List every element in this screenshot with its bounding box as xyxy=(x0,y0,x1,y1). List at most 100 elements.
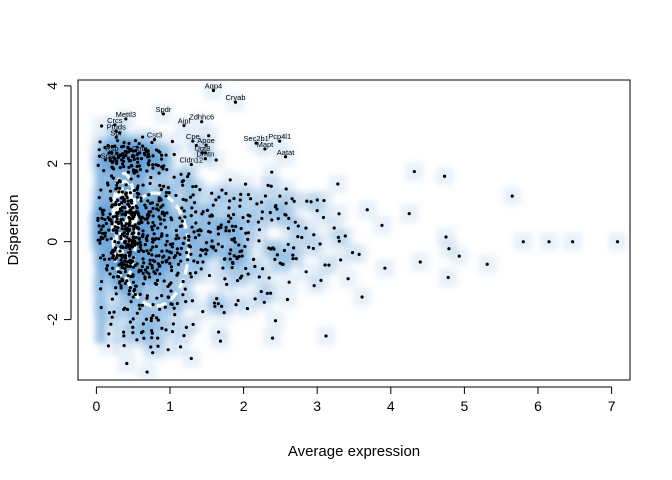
data-point xyxy=(118,186,122,190)
data-point xyxy=(127,141,131,146)
data-point xyxy=(128,320,133,324)
data-point xyxy=(159,157,164,161)
data-point xyxy=(150,263,154,268)
data-point xyxy=(165,239,169,243)
x-tick-label: 4 xyxy=(387,398,395,414)
data-point xyxy=(267,276,271,280)
data-point xyxy=(191,185,195,189)
data-point xyxy=(107,151,111,155)
data-point xyxy=(115,151,119,155)
data-point xyxy=(108,212,112,216)
data-point xyxy=(152,232,156,236)
data-point xyxy=(243,244,247,249)
data-point xyxy=(134,284,138,288)
data-point xyxy=(143,203,147,207)
data-point xyxy=(230,260,235,265)
data-point xyxy=(170,139,175,144)
data-point xyxy=(318,242,322,246)
data-point xyxy=(123,213,128,217)
data-point xyxy=(118,207,123,211)
data-point xyxy=(181,241,185,246)
data-point xyxy=(307,245,311,249)
gene-label: Crcs xyxy=(107,116,123,125)
data-point xyxy=(346,277,350,281)
data-point xyxy=(309,200,313,204)
data-point xyxy=(180,219,184,223)
data-point xyxy=(120,162,125,166)
data-point xyxy=(110,165,115,170)
data-point xyxy=(139,199,143,203)
data-point xyxy=(296,224,300,228)
data-point xyxy=(133,243,137,247)
data-point xyxy=(109,219,113,223)
data-point xyxy=(238,198,242,202)
data-point xyxy=(116,274,120,279)
data-point xyxy=(241,215,245,220)
data-point xyxy=(110,315,114,319)
data-point xyxy=(129,201,133,205)
data-point xyxy=(270,336,275,340)
data-point xyxy=(181,279,185,284)
data-point xyxy=(131,213,135,218)
data-point xyxy=(131,331,135,335)
data-point xyxy=(280,262,284,266)
data-point xyxy=(191,193,195,197)
data-point xyxy=(105,263,110,268)
data-point xyxy=(164,190,169,195)
data-point xyxy=(107,311,112,315)
data-point xyxy=(130,232,134,236)
data-point xyxy=(235,256,239,261)
x-tick-label: 5 xyxy=(461,398,469,414)
data-point xyxy=(141,249,146,254)
data-point xyxy=(97,154,102,158)
data-point xyxy=(166,348,170,352)
gene-label: Sec2b1 xyxy=(243,134,268,143)
data-point xyxy=(153,271,157,276)
data-point xyxy=(129,198,133,202)
data-point xyxy=(244,231,248,235)
data-point xyxy=(204,143,208,147)
data-point xyxy=(178,345,183,349)
data-point xyxy=(570,240,575,244)
data-point xyxy=(119,201,124,205)
data-point xyxy=(122,165,126,169)
data-point xyxy=(109,237,113,241)
data-point xyxy=(224,225,228,230)
data-point xyxy=(219,223,223,227)
data-point xyxy=(152,138,157,142)
data-point xyxy=(157,215,161,219)
data-point xyxy=(270,218,274,222)
data-point xyxy=(239,226,243,231)
data-point xyxy=(283,155,288,159)
data-point xyxy=(140,264,144,269)
data-point xyxy=(99,188,103,192)
data-point xyxy=(230,224,234,228)
data-point xyxy=(151,303,155,307)
data-point xyxy=(110,203,114,207)
data-point xyxy=(171,242,175,246)
data-point xyxy=(110,145,114,149)
data-point xyxy=(164,194,168,198)
data-point xyxy=(350,250,355,255)
data-point xyxy=(615,240,620,244)
data-point xyxy=(135,262,139,266)
data-point xyxy=(121,159,126,163)
data-point xyxy=(114,292,118,296)
data-point xyxy=(143,217,147,221)
gene-label: Ptgds xyxy=(107,122,126,131)
data-point xyxy=(108,197,113,201)
data-point xyxy=(116,240,120,245)
data-point xyxy=(165,258,169,263)
gene-label: Zdhhc6 xyxy=(189,113,214,122)
data-point xyxy=(110,222,114,226)
data-point xyxy=(219,225,223,230)
data-point xyxy=(223,257,227,261)
data-point xyxy=(107,332,111,336)
data-point xyxy=(96,216,100,220)
data-point xyxy=(246,192,251,197)
data-point xyxy=(185,251,189,255)
data-point xyxy=(243,182,248,186)
gene-label: Aatat xyxy=(277,148,295,157)
data-point xyxy=(145,270,149,274)
data-point xyxy=(315,198,319,202)
